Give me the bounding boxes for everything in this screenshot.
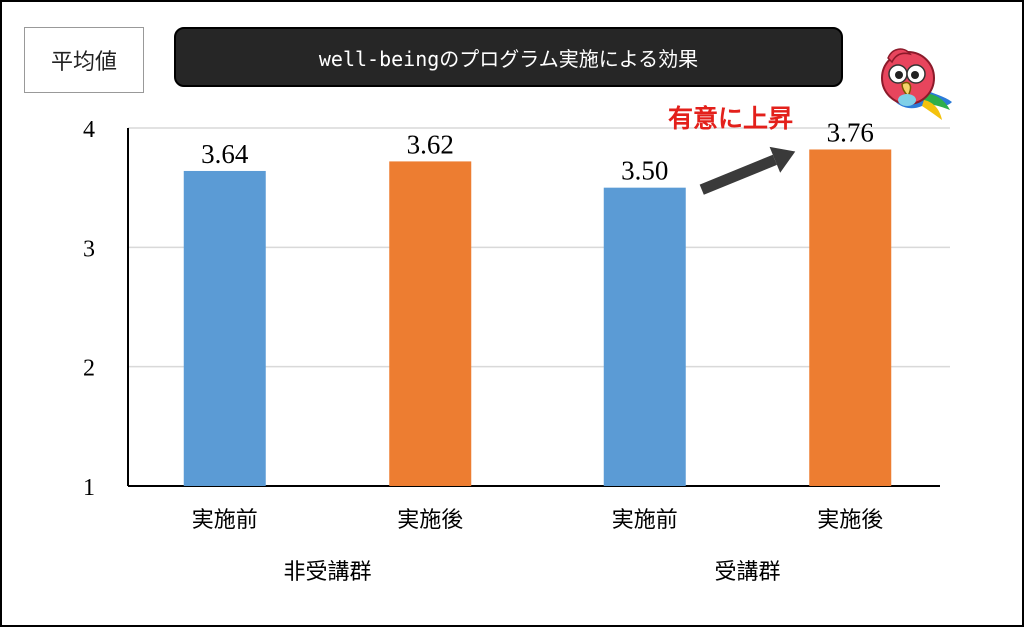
x-category-label: 実施前 — [192, 508, 258, 533]
y-tick-label: 2 — [83, 356, 95, 382]
y-tick-label: 1 — [83, 475, 95, 501]
data-label: 3.50 — [621, 156, 668, 186]
bar-1 — [183, 170, 266, 486]
up-right-arrow-icon — [699, 146, 796, 195]
data-label: 3.64 — [201, 139, 249, 169]
y-axis-label: 平均値 — [24, 27, 144, 93]
chart-title: well-beingのプログラム実施による効果 — [174, 27, 843, 87]
x-category-label: 実施前 — [612, 508, 678, 533]
x-category-label: 実施後 — [817, 508, 883, 533]
bar-2 — [389, 161, 472, 486]
y-tick-label: 3 — [83, 236, 95, 262]
bar-3 — [603, 187, 686, 486]
y-tick-label: 4 — [83, 117, 95, 143]
data-label: 3.62 — [407, 129, 454, 159]
group-label: 非受講群 — [283, 560, 371, 585]
significance-annotation: 有意に上昇 — [668, 104, 793, 133]
x-category-label: 実施後 — [397, 508, 463, 533]
bar-4 — [809, 149, 892, 487]
data-label: 3.76 — [827, 117, 874, 147]
parrot-mascot-icon — [881, 48, 952, 120]
group-label: 受講群 — [714, 560, 780, 585]
